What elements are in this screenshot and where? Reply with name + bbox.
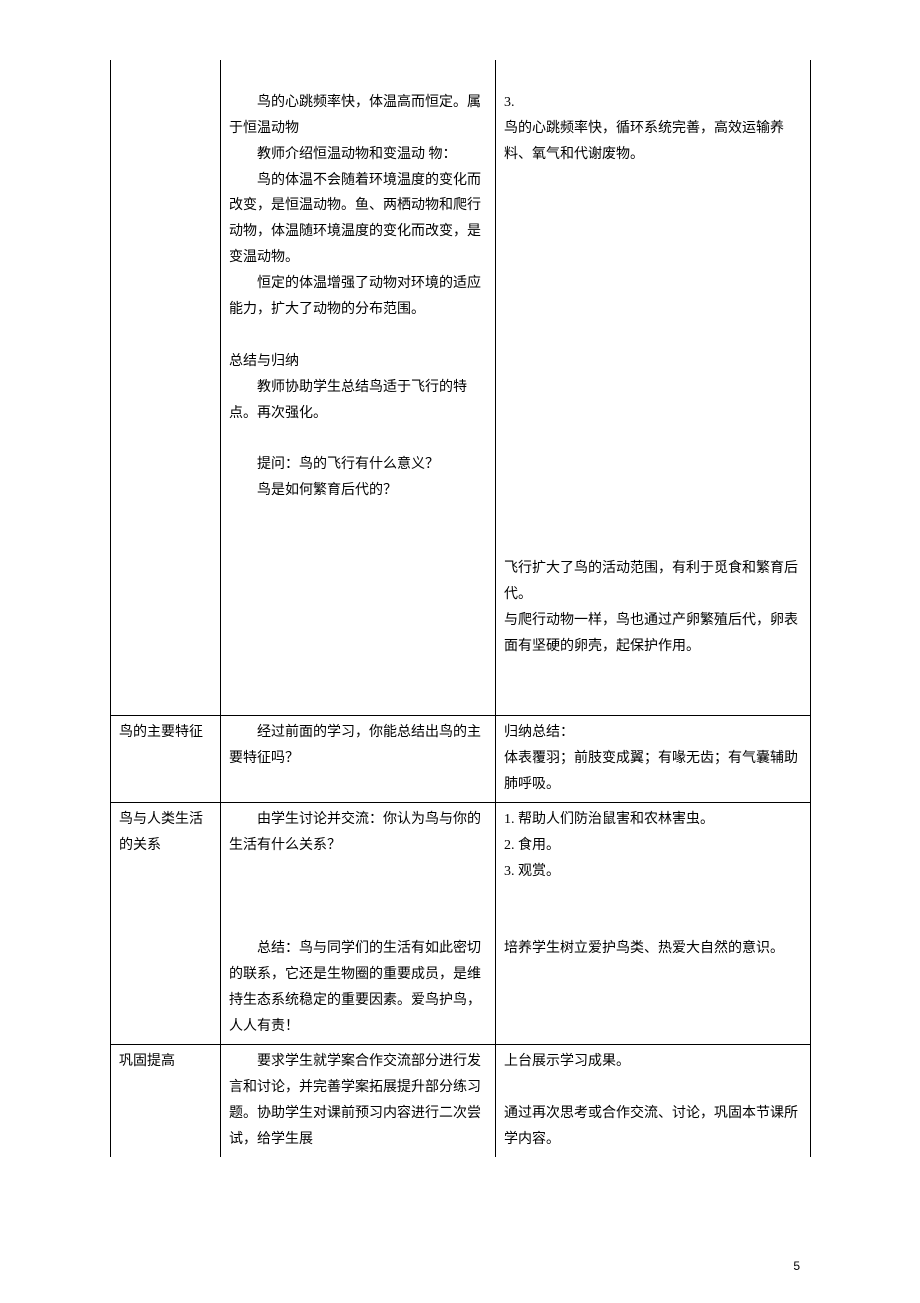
list-item: 1. 帮助人们防治鼠害和农林害虫。 — [504, 807, 802, 833]
cell-teacher-activity: 经过前面的学习，你能总结出鸟的主要特征吗？ — [221, 716, 496, 803]
page-number: 5 — [793, 1259, 800, 1273]
list-item: 2. 食用。 — [504, 833, 802, 859]
paragraph: 鸟的心跳频率快，体温高而恒定。属于恒温动物 — [229, 90, 487, 142]
text: 教师介绍恒温动物和变温动 物： — [257, 147, 457, 162]
cell-topic: 鸟与人类生活的关系 — [111, 802, 221, 1044]
paragraph: 恒定的体温增强了动物对环境的适应能力，扩大了动物的分布范围。 — [229, 271, 487, 323]
table-row: 鸟的主要特征 经过前面的学习，你能总结出鸟的主要特征吗？ 归纳总结： 体表覆羽；… — [111, 716, 811, 803]
cell-topic — [111, 60, 221, 716]
cell-student-activity: 上台展示学习成果。 通过再次思考或合作交流、讨论，巩固本节课所学内容。 — [496, 1044, 811, 1156]
list-number: 3. — [504, 90, 802, 116]
paragraph: 鸟的体温不会随着环境温度的变化而改变，是恒温动物。鱼、两栖动物和爬行动物，体温随… — [229, 168, 487, 272]
section-label: 总结与归纳 — [229, 349, 487, 375]
paragraph: 与爬行动物一样，鸟也通过产卵繁殖后代，卵表面有坚硬的卵壳，起保护作用。 — [504, 608, 802, 660]
table-row: 鸟的心跳频率快，体温高而恒定。属于恒温动物 教师介绍恒温动物和变温动 物： 鸟的… — [111, 60, 811, 716]
paragraph: 通过再次思考或合作交流、讨论，巩固本节课所学内容。 — [504, 1101, 802, 1153]
document-page: 鸟的心跳频率快，体温高而恒定。属于恒温动物 教师介绍恒温动物和变温动 物： 鸟的… — [0, 0, 920, 1303]
lesson-table: 鸟的心跳频率快，体温高而恒定。属于恒温动物 教师介绍恒温动物和变温动 物： 鸟的… — [110, 60, 811, 1157]
paragraph: 飞行扩大了鸟的活动范围，有利于觅食和繁育后代。 — [504, 556, 802, 608]
cell-teacher-activity: 鸟的心跳频率快，体温高而恒定。属于恒温动物 教师介绍恒温动物和变温动 物： 鸟的… — [221, 60, 496, 716]
cell-teacher-activity: 要求学生就学案合作交流部分进行发言和讨论，并完善学案拓展提升部分练习题。协助学生… — [221, 1044, 496, 1156]
paragraph: 经过前面的学习，你能总结出鸟的主要特征吗？ — [229, 720, 487, 772]
table-row: 巩固提高 要求学生就学案合作交流部分进行发言和讨论，并完善学案拓展提升部分练习题… — [111, 1044, 811, 1156]
paragraph: 教师介绍恒温动物和变温动 物： — [229, 142, 487, 168]
list-item: 3. 观赏。 — [504, 859, 802, 885]
paragraph: 鸟的心跳频率快，循环系统完善，高效运输养料、氧气和代谢废物。 — [504, 116, 802, 168]
cell-topic: 巩固提高 — [111, 1044, 221, 1156]
paragraph: 上台展示学习成果。 — [504, 1049, 802, 1075]
cell-student-activity: 归纳总结： 体表覆羽；前肢变成翼；有喙无齿；有气囊辅助肺呼吸。 — [496, 716, 811, 803]
paragraph: 由学生讨论并交流：你认为鸟与你的生活有什么关系？ — [229, 807, 487, 859]
paragraph: 培养学生树立爱护鸟类、热爱大自然的意识。 — [504, 936, 802, 962]
paragraph: 总结：鸟与同学们的生活有如此密切的联系，它还是生物圈的重要成员，是维持生态系统稳… — [229, 936, 487, 1040]
cell-student-activity: 1. 帮助人们防治鼠害和农林害虫。 2. 食用。 3. 观赏。 培养学生树立爱护… — [496, 802, 811, 1044]
cell-teacher-activity: 由学生讨论并交流：你认为鸟与你的生活有什么关系？ 总结：鸟与同学们的生活有如此密… — [221, 802, 496, 1044]
paragraph: 要求学生就学案合作交流部分进行发言和讨论，并完善学案拓展提升部分练习题。协助学生… — [229, 1049, 487, 1153]
table-row: 鸟与人类生活的关系 由学生讨论并交流：你认为鸟与你的生活有什么关系？ 总结：鸟与… — [111, 802, 811, 1044]
paragraph: 归纳总结： — [504, 720, 802, 746]
paragraph: 提问：鸟的飞行有什么意义？ — [229, 452, 487, 478]
paragraph: 体表覆羽；前肢变成翼；有喙无齿；有气囊辅助肺呼吸。 — [504, 746, 802, 798]
cell-topic: 鸟的主要特征 — [111, 716, 221, 803]
paragraph: 鸟是如何繁育后代的？ — [229, 478, 487, 504]
cell-student-activity: 3. 鸟的心跳频率快，循环系统完善，高效运输养料、氧气和代谢废物。 — [496, 60, 811, 716]
paragraph: 教师协助学生总结鸟适于飞行的特点。再次强化。 — [229, 375, 487, 427]
